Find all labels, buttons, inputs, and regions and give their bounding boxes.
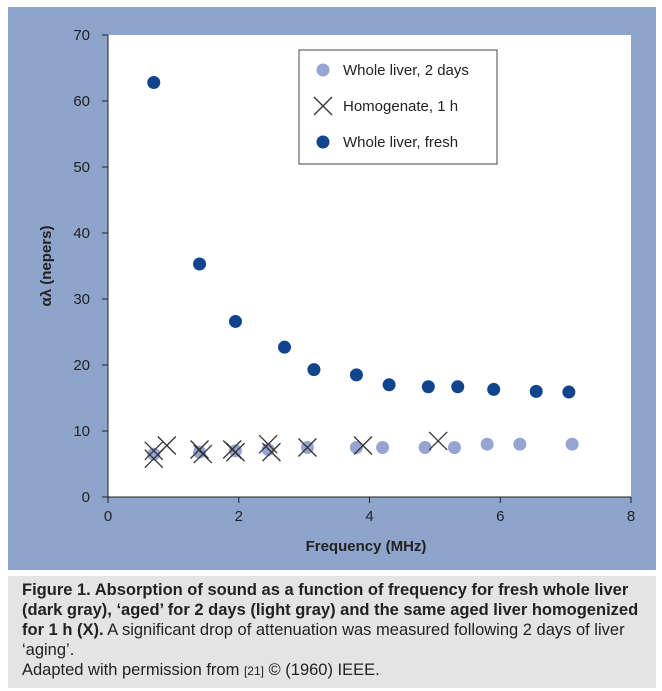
series-layer [144,76,579,469]
data-point-homogenate-1-h [226,442,245,462]
caption-body: A significant drop of attenuation was me… [22,621,625,659]
data-point-whole-liver-2-days [193,445,207,459]
data-point-whole-liver-fresh [451,380,465,394]
series-whole-liver-fresh [147,76,576,399]
data-point-whole-liver-fresh [562,385,576,399]
legend-marker-whole-liver-2-days [316,63,330,77]
y-tick-label: 0 [82,489,90,506]
data-point-whole-liver-2-days [376,441,390,454]
caption-reference: [21] [243,664,264,678]
data-point-whole-liver-fresh [278,340,292,354]
legend-label-whole-liver-2-days: Whole liver, 2 days [343,62,469,79]
data-point-homogenate-1-h [193,444,213,464]
caption-title: Figure 1. Absorption of sound as a funct… [22,581,639,639]
data-point-whole-liver-2-days [349,441,363,454]
data-point-whole-liver-fresh [487,382,501,396]
caption-credit-prefix: Adapted with permission from [22,661,244,679]
x-tick-label: 2 [235,508,243,525]
data-point-whole-liver-fresh [193,257,207,271]
y-axis-ticks: 0 10 20 30 40 50 60 70 [73,27,108,506]
data-point-whole-liver-fresh [421,380,435,394]
data-point-homogenate-1-h [261,442,281,462]
data-point-whole-liver-fresh [147,76,161,90]
data-point-homogenate-1-h [353,436,373,455]
legend-label-homogenate-1-h: Homogenate, 1 h [343,98,458,115]
x-tick-label: 8 [627,508,635,525]
data-point-homogenate-1-h [144,441,164,461]
data-point-whole-liver-2-days [513,437,527,451]
data-point-whole-liver-fresh [228,314,242,328]
data-point-homogenate-1-h [428,431,448,451]
y-axis-label: αλ (nepers) [38,226,55,307]
x-axis-ticks: 0 2 4 6 8 [104,497,635,525]
caption-credit-suffix: © (1960) IEEE. [263,661,380,679]
data-point-homogenate-1-h [190,440,209,459]
y-tick-label: 70 [73,27,90,44]
y-tick-label: 30 [73,291,90,308]
legend: Whole liver, 2 days Homogenate, 1 h Whol… [298,49,498,165]
legend-markers [313,63,333,149]
data-point-whole-liver-2-days [418,441,432,454]
x-tick-label: 4 [365,508,373,525]
data-point-whole-liver-fresh [349,368,363,382]
y-tick-label: 40 [73,225,90,242]
data-point-whole-liver-2-days [228,444,242,458]
y-tick-label: 50 [73,159,90,176]
data-point-whole-liver-fresh [382,378,396,392]
data-point-whole-liver-2-days [565,437,579,451]
legend-box [298,49,498,165]
data-point-whole-liver-fresh [529,384,543,398]
y-tick-label: 60 [73,93,90,110]
data-point-whole-liver-2-days [147,447,161,461]
legend-label-whole-liver-fresh: Whole liver, fresh [343,134,458,151]
data-point-whole-liver-2-days [447,441,461,454]
data-point-homogenate-1-h [157,436,177,455]
figure-caption: Figure 1. Absorption of sound as a funct… [8,576,656,688]
scatter-chart: 0 2 4 6 8 0 10 20 30 40 50 60 70 Frequency (MHz) αλ… [38,27,635,555]
figure-panel: 0 2 4 6 8 0 10 20 30 40 50 60 70 Frequency (MHz) αλ… [8,7,656,570]
legend-marker-homogenate-1-h [313,96,333,116]
series-homogenate-1-h [144,431,448,469]
x-tick-label: 0 [104,508,112,525]
data-point-whole-liver-fresh [307,363,321,377]
y-tick-label: 10 [73,423,90,440]
data-point-homogenate-1-h [297,438,317,457]
y-tick-label: 20 [73,357,90,374]
data-point-whole-liver-2-days [480,437,494,451]
x-axis-label: Frequency (MHz) [306,538,427,555]
legend-marker-whole-liver-fresh [316,135,330,149]
x-tick-label: 6 [496,508,504,525]
